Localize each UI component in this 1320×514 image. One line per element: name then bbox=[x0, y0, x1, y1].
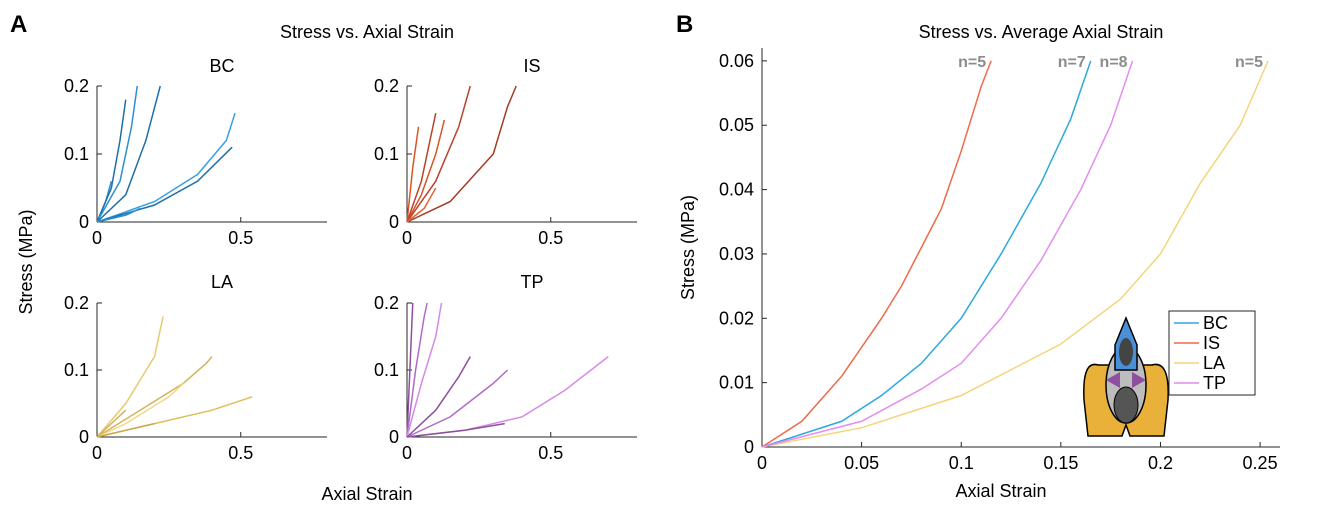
x-tick-label: 0.25 bbox=[1243, 453, 1278, 473]
data-line bbox=[96, 422, 155, 438]
y-tick-label: 0 bbox=[744, 437, 754, 457]
legend-label: TP bbox=[1203, 373, 1226, 393]
y-tick-label: 0.03 bbox=[719, 244, 754, 264]
legend-box bbox=[1168, 310, 1256, 396]
data-line bbox=[96, 99, 127, 223]
data-line bbox=[406, 85, 517, 223]
panel-title: Stress vs. Axial Strain bbox=[280, 22, 454, 42]
chart-title: Stress vs. Average Axial Strain bbox=[919, 22, 1164, 42]
chart-title: LA bbox=[211, 272, 233, 292]
data-line bbox=[761, 60, 1092, 448]
data-line bbox=[96, 85, 138, 223]
data-line bbox=[406, 126, 420, 223]
chart-title: BC bbox=[209, 56, 234, 76]
y-tick-label: 0.06 bbox=[719, 51, 754, 71]
x-tick-label: 0.5 bbox=[228, 228, 253, 248]
y-tick-label: 0.2 bbox=[64, 293, 89, 313]
x-tick-label: 0.2 bbox=[1148, 453, 1173, 473]
x-tick-label: 0 bbox=[92, 228, 102, 248]
data-line bbox=[406, 422, 505, 438]
data-line bbox=[406, 113, 437, 223]
legend-label: LA bbox=[1203, 353, 1225, 373]
data-line bbox=[406, 302, 428, 438]
tissue-icon bbox=[1083, 316, 1169, 437]
x-tick-label: 0 bbox=[92, 443, 102, 463]
y-tick-label: 0.02 bbox=[719, 308, 754, 328]
x-tick-label: 0 bbox=[757, 453, 767, 473]
x-axis-label: Axial Strain bbox=[955, 481, 1046, 501]
data-line bbox=[406, 302, 414, 438]
x-tick-label: 0 bbox=[402, 443, 412, 463]
data-line bbox=[406, 187, 437, 223]
x-tick-label: 0.15 bbox=[1043, 453, 1078, 473]
annotation: n=8 bbox=[1100, 54, 1128, 71]
y-axis-label: Stress (MPa) bbox=[678, 195, 698, 300]
data-line bbox=[406, 302, 443, 438]
data-line bbox=[96, 112, 236, 223]
y-tick-label: 0.2 bbox=[374, 76, 399, 96]
y-tick-label: 0.1 bbox=[64, 144, 89, 164]
y-tick-label: 0.05 bbox=[719, 115, 754, 135]
y-tick-label: 0.2 bbox=[64, 76, 89, 96]
y-tick-label: 0.2 bbox=[374, 293, 399, 313]
chart-title: TP bbox=[520, 272, 543, 292]
data-line bbox=[96, 85, 161, 223]
data-line bbox=[96, 382, 184, 438]
x-tick-label: 0.05 bbox=[844, 453, 879, 473]
data-line bbox=[406, 85, 471, 223]
y-tick-label: 0.1 bbox=[374, 144, 399, 164]
panel-label: A bbox=[10, 11, 27, 38]
data-line bbox=[96, 207, 141, 223]
x-tick-label: 0.5 bbox=[228, 443, 253, 463]
x-axis-label: Axial Strain bbox=[321, 484, 412, 504]
y-tick-label: 0.1 bbox=[64, 360, 89, 380]
chart-title: IS bbox=[523, 56, 540, 76]
x-tick-label: 0.5 bbox=[538, 443, 563, 463]
data-line bbox=[96, 316, 164, 438]
y-tick-label: 0.01 bbox=[719, 373, 754, 393]
y-tick-label: 0 bbox=[79, 212, 89, 232]
annotation: n=7 bbox=[1058, 54, 1086, 71]
x-tick-label: 0 bbox=[402, 228, 412, 248]
data-line bbox=[406, 119, 446, 223]
y-tick-label: 0 bbox=[389, 212, 399, 232]
data-line bbox=[761, 60, 1269, 448]
data-line bbox=[761, 60, 1134, 448]
panel-label: B bbox=[676, 11, 693, 38]
y-axis-label: Stress (MPa) bbox=[16, 209, 36, 314]
y-tick-label: 0 bbox=[389, 427, 399, 447]
y-tick-label: 0.04 bbox=[719, 180, 754, 200]
legend-label: IS bbox=[1203, 333, 1220, 353]
data-line bbox=[96, 146, 233, 223]
data-line bbox=[406, 369, 509, 438]
data-line bbox=[761, 60, 992, 448]
annotation: n=5 bbox=[1235, 54, 1263, 71]
data-line bbox=[96, 409, 127, 438]
annotation: n=5 bbox=[958, 54, 986, 71]
data-line bbox=[406, 356, 609, 438]
x-tick-label: 0.1 bbox=[949, 453, 974, 473]
y-tick-label: 0 bbox=[79, 427, 89, 447]
data-line bbox=[406, 356, 471, 438]
legend-label: BC bbox=[1203, 313, 1228, 333]
y-tick-label: 0.1 bbox=[374, 360, 399, 380]
x-tick-label: 0.5 bbox=[538, 228, 563, 248]
data-line bbox=[96, 356, 213, 438]
